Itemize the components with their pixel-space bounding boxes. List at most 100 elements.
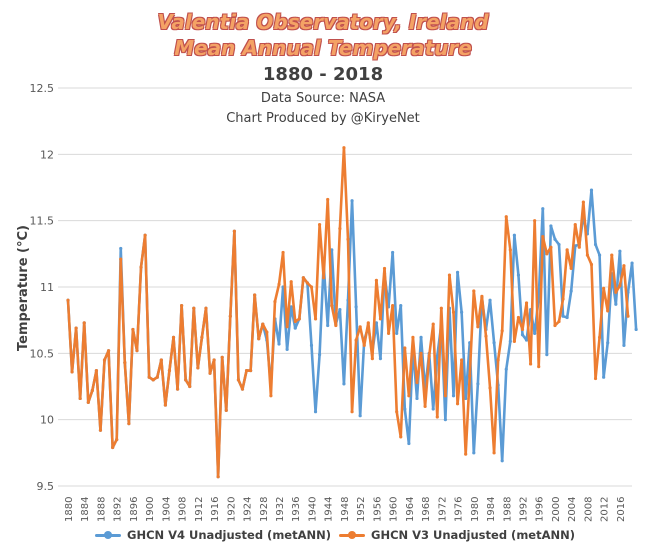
- data-point: [524, 338, 529, 342]
- y-tick-label: 10.5: [30, 347, 55, 360]
- data-point: [411, 335, 415, 340]
- data-point: [577, 245, 581, 249]
- legend-swatch-v4: [95, 528, 121, 542]
- data-point: [589, 262, 594, 267]
- data-point: [508, 339, 512, 343]
- data-point: [342, 146, 346, 150]
- x-tick-label: 1888: [96, 497, 107, 522]
- legend-swatch-v3: [339, 528, 365, 542]
- data-point: [476, 382, 480, 386]
- data-point: [488, 386, 492, 390]
- data-point: [492, 341, 496, 345]
- data-point: [529, 362, 533, 366]
- data-point: [484, 334, 488, 338]
- data-point: [606, 341, 610, 345]
- data-point: [293, 319, 297, 324]
- data-point: [500, 459, 504, 463]
- data-point: [460, 358, 464, 362]
- chart-subtitle: 1880 - 2018: [262, 64, 384, 85]
- data-point: [293, 326, 297, 330]
- data-point: [455, 270, 460, 275]
- x-tick-label: 1968: [421, 497, 432, 522]
- credit-line: Chart Produced by @KiryeNet: [226, 111, 420, 126]
- data-point: [391, 303, 395, 308]
- data-point: [346, 237, 350, 241]
- data-point: [460, 310, 464, 314]
- data-point: [439, 306, 443, 310]
- data-point: [399, 303, 403, 308]
- y-tick-label: 10: [40, 414, 54, 427]
- data-point: [70, 370, 74, 374]
- data-point: [228, 314, 232, 318]
- data-point: [545, 353, 549, 357]
- data-point: [358, 325, 362, 329]
- data-point: [602, 286, 606, 290]
- x-tick-label: 1900: [145, 497, 156, 522]
- data-point: [330, 248, 334, 252]
- data-point: [313, 317, 318, 321]
- x-tick-label: 1992: [518, 497, 529, 522]
- data-point: [265, 330, 269, 334]
- chart-title-line-1: Valentia Observatory, Ireland: [157, 10, 489, 34]
- data-point: [378, 317, 383, 321]
- x-tick-label: 1988: [502, 497, 513, 522]
- data-point: [504, 367, 508, 371]
- data-point: [431, 407, 435, 411]
- x-tick-label: 2008: [583, 497, 594, 522]
- data-point: [545, 252, 549, 256]
- data-point: [111, 445, 115, 450]
- data-point: [204, 306, 208, 310]
- x-tick-label: 1952: [356, 497, 367, 522]
- legend: GHCN V4 Unadjusted (metANN) GHCN V3 Unad…: [0, 528, 646, 550]
- data-point: [630, 261, 634, 265]
- data-point: [281, 250, 285, 255]
- data-point: [175, 387, 180, 391]
- data-point: [90, 388, 94, 393]
- data-point: [541, 234, 545, 239]
- data-point: [602, 375, 606, 379]
- data-point: [569, 289, 573, 293]
- x-tick-label: 2004: [567, 497, 578, 522]
- data-point: [480, 294, 484, 298]
- data-point: [119, 257, 123, 261]
- data-point: [597, 335, 602, 340]
- data-point: [395, 410, 399, 414]
- x-tick-label: 1944: [324, 497, 335, 522]
- source-line: Data Source: NASA: [260, 91, 386, 106]
- data-point: [622, 264, 626, 268]
- data-point: [606, 309, 610, 313]
- data-point: [553, 323, 557, 328]
- data-point: [378, 357, 383, 361]
- data-point: [565, 248, 569, 252]
- data-point: [496, 358, 500, 362]
- data-point: [232, 229, 236, 233]
- data-point: [622, 343, 626, 347]
- data-point: [171, 335, 176, 340]
- data-point: [354, 338, 358, 342]
- data-point: [135, 349, 139, 353]
- data-point: [269, 394, 273, 398]
- data-point: [285, 325, 289, 329]
- data-point: [597, 253, 602, 257]
- data-point: [451, 310, 456, 314]
- x-tick-label: 2012: [600, 497, 611, 522]
- data-point: [350, 410, 354, 414]
- data-point: [593, 242, 598, 247]
- data-point: [512, 233, 516, 237]
- x-tick-label: 1948: [340, 497, 351, 522]
- data-point: [151, 378, 155, 382]
- data-point: [366, 321, 370, 325]
- y-axis-label: Temperature (°C): [16, 225, 31, 351]
- data-point: [476, 325, 480, 329]
- data-point: [508, 248, 512, 252]
- data-point: [326, 197, 330, 202]
- x-tick-label: 1892: [113, 497, 124, 522]
- data-point: [131, 327, 135, 332]
- data-point: [589, 188, 594, 192]
- data-point: [419, 351, 423, 355]
- data-point: [569, 266, 573, 271]
- data-point: [549, 224, 553, 228]
- data-point: [431, 322, 435, 326]
